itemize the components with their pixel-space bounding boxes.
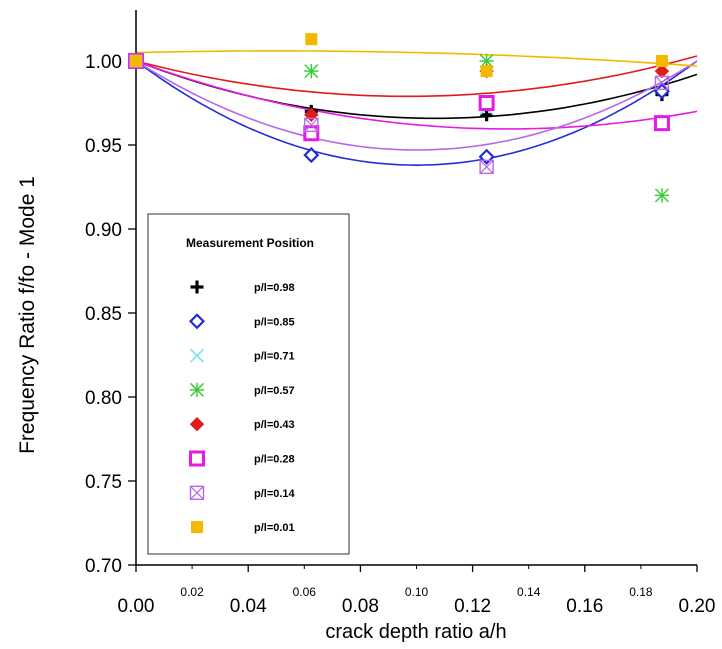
x-tick-label: 0.16 bbox=[566, 596, 603, 617]
marker-shape bbox=[654, 63, 670, 79]
legend-label: p/l=0.71 bbox=[254, 351, 295, 363]
data-point-p-l-0-14 bbox=[479, 159, 494, 175]
x-minor-tick-label: 0.18 bbox=[629, 585, 653, 599]
data-points bbox=[127, 33, 670, 203]
legend-marker bbox=[189, 382, 205, 398]
marker-stroke bbox=[304, 117, 319, 132]
data-point-p-l-0-14 bbox=[654, 75, 670, 91]
x-minor-tick-label: 0.06 bbox=[293, 585, 317, 599]
marker-shape bbox=[189, 485, 205, 500]
x-tick-label: 0.00 bbox=[118, 596, 155, 617]
data-point-p-l-0-85 bbox=[478, 148, 495, 165]
marker-shape bbox=[189, 416, 205, 432]
data-point-p-l-0-14 bbox=[304, 117, 319, 133]
marker-shape bbox=[190, 521, 204, 534]
x-tick-label: 0.12 bbox=[454, 596, 491, 617]
fit-curve-p-l-0-01 bbox=[135, 50, 698, 67]
legend-marker bbox=[189, 416, 205, 432]
marker-shape bbox=[653, 115, 670, 132]
marker-shape bbox=[129, 54, 143, 68]
data-point-p-l-0-43 bbox=[654, 63, 670, 79]
y-axis-title: Frequency Ratio f/fo - Mode 1 bbox=[16, 176, 39, 454]
marker-shape bbox=[128, 53, 144, 69]
fit-curves bbox=[135, 50, 698, 167]
marker-shape bbox=[189, 450, 205, 467]
marker-shape bbox=[304, 117, 319, 133]
y-tick-label: 1.00 bbox=[85, 52, 122, 73]
x-tick-label: 0.04 bbox=[230, 596, 267, 617]
legend-marker bbox=[189, 348, 205, 363]
data-point-p-l-0-28 bbox=[478, 95, 495, 111]
marker-shape bbox=[305, 33, 318, 46]
x-axis-title: crack depth ratio a/h bbox=[325, 621, 506, 643]
y-tick-label: 0.70 bbox=[85, 556, 122, 577]
fit-curve-p-l-0-98 bbox=[135, 60, 698, 120]
marker-shape bbox=[303, 125, 320, 142]
legend: Measurement Position p/l=0.98 p/l=0.85 p/l=… bbox=[147, 213, 350, 555]
marker-stroke bbox=[655, 75, 669, 90]
marker-shape bbox=[655, 54, 668, 68]
legend-marker bbox=[190, 521, 204, 534]
x-tick-label: 0.08 bbox=[342, 596, 379, 617]
legend-label: p/l=0.85 bbox=[254, 316, 295, 328]
data-point-p-l-0-01 bbox=[655, 54, 668, 68]
legend-label: p/l=0.28 bbox=[254, 454, 295, 466]
x-minor-tick-label: 0.10 bbox=[405, 585, 429, 599]
fit-curve-p-l-0-85 bbox=[135, 60, 698, 167]
data-point-p-l-0-28 bbox=[303, 125, 320, 142]
y-tick-label: 0.90 bbox=[85, 220, 122, 241]
fit-curve-p-l-0-28 bbox=[135, 60, 698, 130]
y-tick-label: 0.80 bbox=[85, 388, 122, 409]
marker-shape bbox=[480, 65, 493, 78]
data-point-p-l-0-57 bbox=[654, 188, 670, 203]
legend-label: p/l=0.14 bbox=[254, 488, 296, 500]
legend-marker bbox=[190, 280, 204, 294]
fit-curve-p-l-0-14 bbox=[135, 60, 698, 151]
x-minor-tick-label: 0.02 bbox=[180, 585, 204, 599]
marker-stroke bbox=[189, 348, 205, 363]
legend-label: p/l=0.98 bbox=[254, 282, 295, 294]
marker-shape bbox=[303, 147, 320, 164]
data-point-p-l-0-01 bbox=[305, 33, 318, 46]
x-tick-label: 0.20 bbox=[679, 596, 716, 617]
data-point-p-l-0-01 bbox=[480, 65, 493, 78]
legend-marker bbox=[189, 485, 205, 500]
legend-title: Measurement Position bbox=[186, 236, 314, 250]
x-minor-tick-label: 0.14 bbox=[517, 585, 541, 599]
marker-shape bbox=[479, 159, 494, 175]
y-tick-label: 0.95 bbox=[85, 136, 122, 157]
legend-label: p/l=0.57 bbox=[254, 385, 295, 397]
fit-curve-p-l-0-43 bbox=[135, 55, 698, 98]
legend-marker bbox=[189, 450, 205, 467]
legend-label: p/l=0.43 bbox=[254, 419, 295, 431]
data-point-p-l-0-28 bbox=[653, 115, 670, 132]
data-point-p-l-0-85 bbox=[303, 147, 320, 164]
legend-box bbox=[147, 213, 350, 555]
marker-stroke bbox=[479, 159, 494, 174]
legend-marker bbox=[188, 313, 206, 330]
data-point-p-l-0-57 bbox=[304, 63, 319, 79]
axis-ticks: 0.70 0.75 0.80 0.85 0.90 0.95 1.00 0.00 0.04 0.08… bbox=[85, 52, 715, 617]
legend-label: p/l=0.01 bbox=[254, 522, 295, 534]
marker-shape bbox=[188, 313, 206, 330]
data-point-p-l-0-01 bbox=[129, 54, 143, 68]
y-tick-label: 0.75 bbox=[85, 472, 122, 493]
y-tick-label: 0.85 bbox=[85, 304, 122, 325]
marker-stroke bbox=[190, 485, 204, 500]
marker-shape bbox=[654, 75, 670, 91]
marker-shape bbox=[478, 148, 495, 165]
marker-shape bbox=[478, 95, 495, 111]
